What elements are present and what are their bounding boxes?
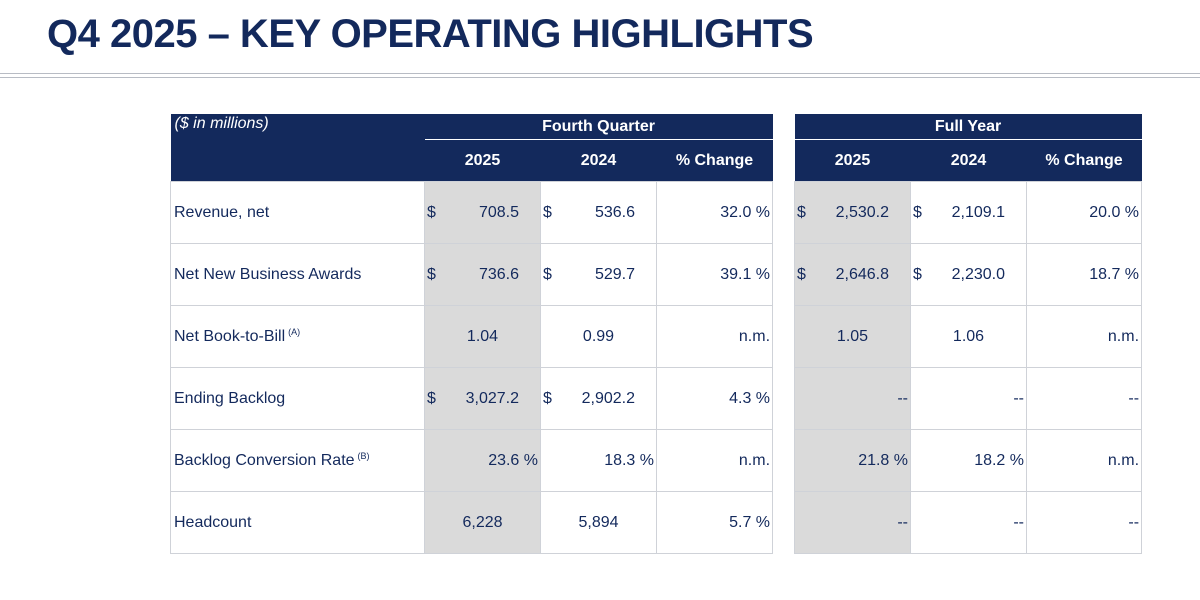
table-row: 1.05 1.06 n.m. [794,305,1143,368]
table-row: Ending Backlog $3,027.2 $2,902.2 4.3 % [170,367,774,430]
cell-f2025: $2,530.2 [794,181,911,244]
table-row: $2,530.2 $2,109.1 20.0 % [794,181,1143,244]
cell-q2024: $536.6 [540,181,657,244]
cell-f2025: $2,646.8 [794,243,911,306]
cell-q2025: $736.6 [424,243,541,306]
cell-qchange: 32.0 % [655,181,774,244]
row-label: Net New Business Awards [170,243,425,306]
cell-fchange: -- [1025,367,1143,430]
table-row: Revenue, net $708.5 $536.6 32.0 % [170,181,774,244]
fourth-quarter-table: ($ in millions) Fourth Quarter 2025 2024… [170,114,774,554]
col-header-2024: 2024 [540,139,657,182]
cell-q2024: 18.3 % [540,429,657,492]
cell-f2024: $2,230.0 [910,243,1027,306]
cell-q2025: $708.5 [424,181,541,244]
cell-f2024: 1.06 [910,305,1027,368]
cell-f2025: 1.05 [794,305,911,368]
cell-qchange: n.m. [655,429,774,492]
cell-f2024: 18.2 % [910,429,1027,492]
cell-f2024: -- [910,491,1027,554]
fourth-quarter-header: Fourth Quarter [424,114,773,140]
col-header-change: % Change [656,139,773,182]
row-label: Net Book-to-Bill (A) [170,305,425,368]
cell-q2025: $3,027.2 [424,367,541,430]
cell-qchange: 5.7 % [655,491,774,554]
row-label: Ending Backlog [170,367,425,430]
full-year-table: Full Year 2025 2024 % Change $2,530.2 $2… [794,114,1143,554]
title-divider [0,77,1200,78]
row-label: Revenue, net [170,181,425,244]
cell-qchange: 4.3 % [655,367,774,430]
title-divider [0,73,1200,74]
cell-q2024: 0.99 [540,305,657,368]
cell-qchange: 39.1 % [655,243,774,306]
cell-q2025: 23.6 % [424,429,541,492]
footnote-a: (A) [288,327,301,337]
cell-f2024: -- [910,367,1027,430]
table-row: Headcount 6,228 5,894 5.7 % [170,491,774,554]
cell-fchange: -- [1025,491,1143,554]
table-row: Net New Business Awards $736.6 $529.7 39… [170,243,774,306]
cell-fchange: n.m. [1025,429,1143,492]
units-label: ($ in millions) [170,114,425,182]
table-row: Backlog Conversion Rate (B) 23.6 % 18.3 %… [170,429,774,492]
cell-fchange: 18.7 % [1025,243,1143,306]
row-label: Headcount [170,491,425,554]
footnote-b: (B) [357,451,370,461]
cell-f2025: 21.8 % [794,429,911,492]
cell-q2024: 5,894 [540,491,657,554]
cell-q2024: $2,902.2 [540,367,657,430]
table-row: -- -- -- [794,491,1143,554]
col-header-2024: 2024 [910,139,1027,182]
table-row: Net Book-to-Bill (A) 1.04 0.99 n.m. [170,305,774,368]
table-row: 21.8 % 18.2 % n.m. [794,429,1143,492]
page-title: Q4 2025 – KEY OPERATING HIGHLIGHTS [47,12,814,56]
col-header-2025: 2025 [424,139,541,182]
cell-fchange: 20.0 % [1025,181,1143,244]
table-row: -- -- -- [794,367,1143,430]
full-year-header: Full Year [794,114,1142,140]
cell-fchange: n.m. [1025,305,1143,368]
cell-q2025: 1.04 [424,305,541,368]
col-header-2025: 2025 [794,139,911,182]
cell-q2025: 6,228 [424,491,541,554]
cell-q2024: $529.7 [540,243,657,306]
cell-f2025: -- [794,367,911,430]
row-label: Backlog Conversion Rate (B) [170,429,425,492]
cell-f2025: -- [794,491,911,554]
col-header-change: % Change [1026,139,1142,182]
table-row: $2,646.8 $2,230.0 18.7 % [794,243,1143,306]
cell-f2024: $2,109.1 [910,181,1027,244]
cell-qchange: n.m. [655,305,774,368]
